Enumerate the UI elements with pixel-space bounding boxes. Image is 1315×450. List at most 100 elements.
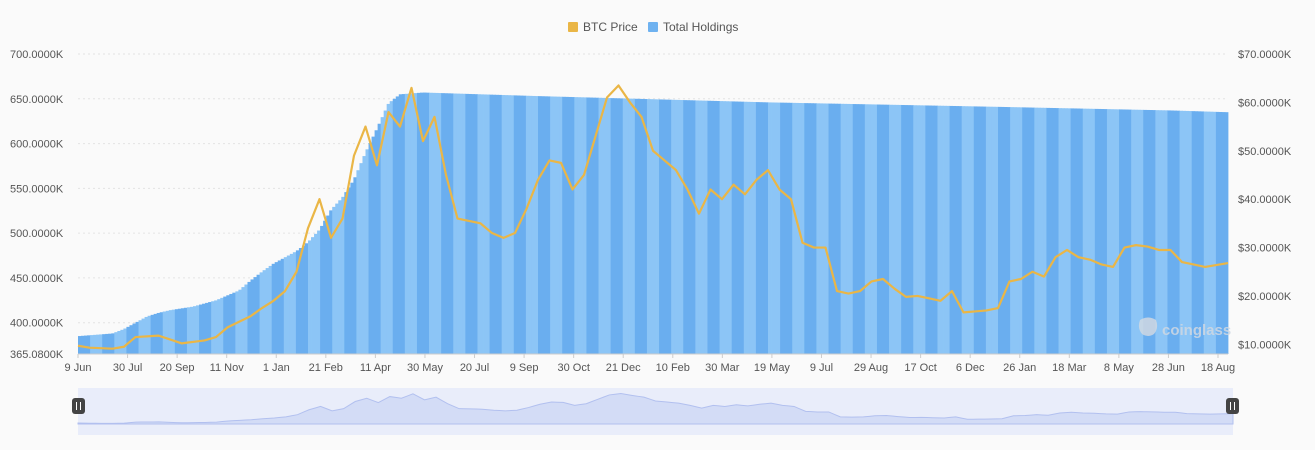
holdings-bar <box>1176 110 1180 354</box>
holdings-bar <box>1128 109 1132 354</box>
holdings-bar <box>356 170 360 354</box>
holdings-bar <box>495 94 500 354</box>
holdings-bar <box>922 105 926 355</box>
holdings-bar <box>1188 111 1193 354</box>
holdings-bar <box>1113 109 1117 355</box>
right-y-tick-label: $50.0000K <box>1238 146 1292 158</box>
holdings-bar <box>958 106 963 354</box>
holdings-bar <box>662 99 666 355</box>
holdings-bar <box>262 270 267 354</box>
holdings-bar <box>849 103 854 355</box>
holdings-bar <box>229 293 233 354</box>
holdings-bar <box>892 104 896 354</box>
range-navigator[interactable] <box>72 388 1239 435</box>
holdings-bar <box>265 268 270 354</box>
holdings-bar <box>737 101 742 354</box>
holdings-bar <box>114 332 118 354</box>
left-y-tick-label: 550.0000K <box>10 183 64 195</box>
holdings-bar <box>147 315 152 354</box>
holdings-bar <box>659 99 663 354</box>
holdings-bar <box>435 92 439 354</box>
navigator-right-handle[interactable] <box>1226 398 1239 414</box>
holdings-bar <box>1179 110 1184 354</box>
holdings-bar <box>447 93 451 354</box>
holdings-bar <box>1079 108 1084 354</box>
holdings-bar <box>220 297 224 354</box>
holdings-bar <box>1221 112 1226 354</box>
holdings-bar <box>395 96 400 355</box>
holdings-bar <box>547 96 551 354</box>
holdings-bar <box>1103 109 1108 354</box>
left-y-tick-label: 500.0000K <box>10 228 64 240</box>
holdings-bar <box>1155 110 1159 355</box>
holdings-bar <box>459 93 463 354</box>
holdings-bar <box>1146 109 1150 355</box>
x-tick-label: 6 Dec <box>956 362 985 374</box>
holdings-bar <box>174 309 179 354</box>
legend-item-total-holdings[interactable]: Total Holdings <box>648 20 738 34</box>
left-y-tick-label: 650.0000K <box>10 94 64 106</box>
left-y-tick-label: 600.0000K <box>10 139 64 151</box>
holdings-bar <box>525 95 530 355</box>
holdings-bar <box>193 306 197 354</box>
holdings-bar <box>819 103 823 355</box>
holdings-bar <box>677 99 681 354</box>
holdings-bar <box>698 100 702 354</box>
x-tick-label: 19 May <box>754 362 791 374</box>
holdings-bar <box>386 103 391 355</box>
holdings-bar <box>1007 107 1011 354</box>
right-y-tick-label: $10.0000K <box>1238 339 1292 351</box>
holdings-bar <box>295 250 300 354</box>
holdings-bar <box>93 334 97 354</box>
holdings-bar <box>1019 107 1023 354</box>
holdings-bar <box>462 93 466 354</box>
x-tick-label: 18 Mar <box>1052 362 1087 374</box>
holdings-bar <box>1073 108 1078 354</box>
holdings-bar <box>550 96 554 354</box>
holdings-bar <box>1173 110 1177 354</box>
holdings-bar <box>274 262 279 354</box>
holdings-bar <box>722 101 727 354</box>
holdings-bar <box>283 257 288 354</box>
x-tick-label: 30 Oct <box>557 362 589 374</box>
holdings-bar <box>223 296 227 354</box>
holdings-bar <box>1218 111 1223 355</box>
holdings-bar <box>937 105 941 354</box>
holdings-bar <box>250 279 254 354</box>
holdings-bar <box>344 192 348 354</box>
holdings-bar <box>531 95 536 355</box>
holdings-bar <box>392 98 397 354</box>
holdings-bar <box>1061 108 1065 354</box>
holdings-bar <box>580 97 584 355</box>
holdings-bar <box>565 96 569 354</box>
holdings-bar <box>931 105 935 354</box>
holdings-bar <box>562 96 566 355</box>
holdings-bar <box>1034 107 1038 354</box>
holdings-bar <box>743 101 748 354</box>
holdings-bar <box>1010 107 1014 354</box>
holdings-bar <box>895 104 899 355</box>
navigator-left-handle[interactable] <box>72 398 85 414</box>
holdings-bar <box>1137 109 1141 355</box>
holdings-bar <box>879 104 884 354</box>
holdings-bar <box>1182 110 1187 354</box>
holdings-bar <box>368 142 372 354</box>
holdings-bar <box>786 102 790 354</box>
legend-label-btc-price: BTC Price <box>583 20 638 34</box>
holdings-bar <box>846 103 851 355</box>
holdings-bar <box>731 101 736 354</box>
legend-item-btc-price[interactable]: BTC Price <box>568 20 638 34</box>
holdings-bar <box>758 102 763 354</box>
holdings-bar <box>1088 108 1093 355</box>
holdings-bar <box>807 103 811 354</box>
holdings-bar <box>640 98 645 354</box>
holdings-bar <box>323 220 327 354</box>
holdings-bar <box>704 100 708 355</box>
holdings-bar <box>271 263 276 354</box>
holdings-bar <box>111 333 115 354</box>
holdings-bar <box>277 260 282 354</box>
right-y-tick-label: $20.0000K <box>1238 291 1292 303</box>
holdings-bar <box>919 105 923 354</box>
holdings-bar <box>332 206 336 354</box>
